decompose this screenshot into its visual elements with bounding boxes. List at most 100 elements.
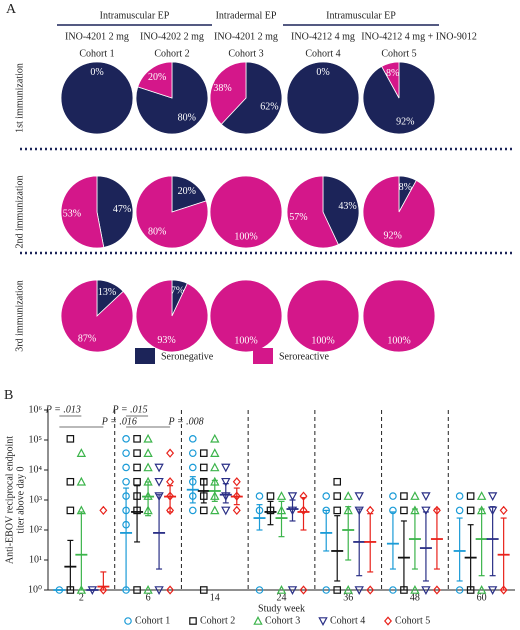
data-point xyxy=(210,505,220,515)
y-tick-label: 10⁶ xyxy=(29,404,43,415)
x-tick-label: 60 xyxy=(477,592,487,603)
pie-value-label: 100% xyxy=(234,231,257,242)
data-point xyxy=(487,586,498,595)
x-tick-label: 48 xyxy=(410,592,420,603)
data-point xyxy=(166,448,175,458)
data-point xyxy=(210,433,220,443)
pie-value-label: 7% xyxy=(171,286,184,297)
pie-value-label: 100% xyxy=(387,335,410,346)
pie-value-label: 57% xyxy=(289,212,307,223)
data-point xyxy=(333,586,342,594)
pie-slice xyxy=(220,61,283,135)
data-point xyxy=(455,586,464,594)
pie-value-label: 13% xyxy=(98,287,116,298)
data-point xyxy=(410,491,420,500)
data-point xyxy=(421,506,431,516)
data-point xyxy=(343,585,353,594)
panel-label: B xyxy=(4,388,13,403)
data-point xyxy=(221,463,231,473)
legend-marker xyxy=(253,616,263,625)
data-point xyxy=(143,433,153,443)
pie-value-label: 93% xyxy=(157,335,175,346)
cohort-label: Cohort 2 xyxy=(154,48,189,59)
data-point xyxy=(287,492,298,502)
data-point xyxy=(466,492,475,500)
data-point xyxy=(188,435,197,443)
pie-slice xyxy=(381,61,400,99)
pie-value-label: 92% xyxy=(396,117,414,128)
data-point xyxy=(410,585,420,594)
pie-slice xyxy=(96,175,134,248)
pie-slice xyxy=(60,279,134,353)
y-tick-label: 10⁵ xyxy=(29,434,43,445)
x-tick-label: 36 xyxy=(343,592,353,603)
data-point xyxy=(143,448,153,457)
data-point xyxy=(354,506,364,516)
data-point xyxy=(199,586,208,594)
data-point xyxy=(389,586,397,594)
data-point xyxy=(188,449,197,457)
data-point xyxy=(322,492,331,500)
data-point xyxy=(122,477,130,486)
data-point xyxy=(333,477,342,486)
data-point xyxy=(188,463,197,472)
legend-marker xyxy=(189,617,197,625)
data-point xyxy=(143,585,153,594)
data-point xyxy=(354,492,364,502)
legend-marker xyxy=(318,617,328,626)
row-label: 2nd immunization xyxy=(14,175,25,248)
data-point xyxy=(199,463,208,472)
cohort-label: Cohort 1 xyxy=(79,48,114,59)
pie-value-label: 47% xyxy=(113,204,131,215)
legend-label: Seronegative xyxy=(161,351,214,362)
data-point xyxy=(276,585,287,594)
pie-slice xyxy=(286,279,360,353)
legend-swatch xyxy=(135,348,155,364)
data-point xyxy=(499,585,508,595)
x-tick-label: 14 xyxy=(210,592,220,603)
data-point xyxy=(287,586,298,595)
data-point xyxy=(188,506,197,515)
data-point xyxy=(421,586,431,595)
dose-label: INO-4212 4 mg + INO-9012 xyxy=(361,31,477,42)
data-point xyxy=(122,449,130,457)
pie-value-label: 0% xyxy=(316,67,329,78)
x-tick-label: 6 xyxy=(146,592,151,603)
group-label: Intradermal EP xyxy=(216,10,277,21)
y-tick-label: 10³ xyxy=(29,494,42,505)
legend-marker xyxy=(384,616,392,626)
group-label: Intramuscular EP xyxy=(326,10,396,21)
data-point xyxy=(133,435,141,443)
pie-slice xyxy=(60,61,134,135)
pie-value-label: 92% xyxy=(384,231,402,242)
data-point xyxy=(255,492,264,500)
data-point xyxy=(455,492,464,500)
data-point xyxy=(232,505,241,516)
dose-label: INO-4202 2 mg xyxy=(140,31,204,42)
pie-value-label: 8% xyxy=(386,68,399,79)
data-point xyxy=(354,586,364,595)
pie-slice xyxy=(322,175,360,246)
row-label: 3rd immunization xyxy=(14,280,25,351)
data-point xyxy=(389,492,397,500)
data-point xyxy=(476,585,487,594)
pie-value-label: 43% xyxy=(338,201,356,212)
data-point xyxy=(154,492,164,502)
pie-value-label: 80% xyxy=(148,227,166,238)
data-point xyxy=(221,506,231,516)
data-point xyxy=(122,435,130,443)
pie-slice xyxy=(209,61,247,125)
pie-value-label: 62% xyxy=(260,102,278,113)
pie-slice xyxy=(135,279,209,353)
pie-value-label: 0% xyxy=(90,67,103,78)
data-point xyxy=(133,477,141,486)
data-point xyxy=(76,476,87,486)
data-point xyxy=(266,492,275,500)
cohort-label: Cohort 4 xyxy=(305,48,340,59)
data-point xyxy=(122,463,130,472)
data-point xyxy=(199,506,208,515)
legend-label: Seroreactive xyxy=(279,351,330,362)
data-point xyxy=(400,492,408,500)
pie-slice xyxy=(209,175,283,249)
data-point xyxy=(476,491,487,500)
